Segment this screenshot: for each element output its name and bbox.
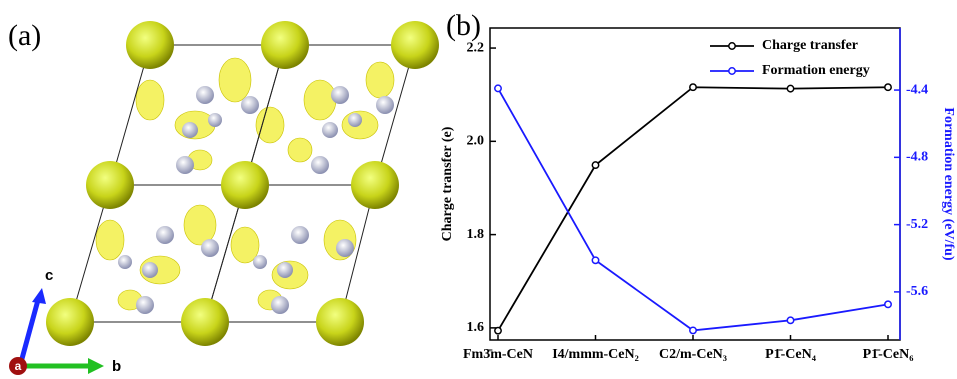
legend-marker <box>729 43 735 49</box>
y2-tick-label: -5.2 <box>906 217 928 232</box>
point <box>787 317 793 323</box>
series-line <box>498 88 888 330</box>
y-axis-label: Charge transfer (e) <box>440 126 455 241</box>
point <box>885 84 891 90</box>
page: {"panel_labels": ["(a)", "(b)"], "crysta… <box>0 0 957 379</box>
y-tick-label: 1.8 <box>467 227 485 242</box>
legend-label: Formation energy <box>762 63 870 78</box>
point <box>690 84 696 90</box>
point <box>885 301 891 307</box>
point <box>690 327 696 333</box>
point <box>495 85 501 91</box>
y-tick-label: 2.0 <box>467 134 485 149</box>
x-tick-label: P1̄-CeN₆ <box>863 347 914 362</box>
y-tick-label: 1.6 <box>467 320 485 335</box>
axis-c-label: c <box>45 267 53 284</box>
legend-marker <box>729 68 735 74</box>
point <box>592 162 598 168</box>
panel-label: (a) <box>8 19 41 52</box>
point <box>495 327 501 333</box>
series-line <box>498 87 888 330</box>
y-tick-label: 2.2 <box>467 40 485 55</box>
axis-b-label: b <box>112 358 121 375</box>
point <box>787 85 793 91</box>
y2-tick-label: -4.4 <box>906 82 928 97</box>
figure: c a b (a) (b) 1.6 1.8 2.0 2.2 -4.4 -4.8 -5.2 -5… <box>0 0 957 379</box>
legend-label: Charge transfer <box>762 38 858 53</box>
x-tick-label: I4/mmm-CeN₂ <box>552 347 639 362</box>
chart: 1.6 1.8 2.0 2.2 -4.4 -4.8 -5.2 -5.6 Fm3̄m-CeN I4/… <box>440 28 956 362</box>
x-tick-label: Fm3̄m-CeN <box>463 347 533 362</box>
y2-tick-label: -4.8 <box>906 150 928 165</box>
x-tick-label: C2/m-CeN₃ <box>659 347 727 362</box>
panel-label: (b) <box>446 9 481 42</box>
axis-a-label: a <box>15 359 22 373</box>
x-tick-label: P1̄-CeN₄ <box>765 347 817 362</box>
y2-axis-label: Formation energy (eV/fu) <box>941 107 956 261</box>
crystal-structure: c a b <box>9 21 439 375</box>
y2-tick-label: -5.6 <box>906 284 928 299</box>
point <box>592 257 598 263</box>
